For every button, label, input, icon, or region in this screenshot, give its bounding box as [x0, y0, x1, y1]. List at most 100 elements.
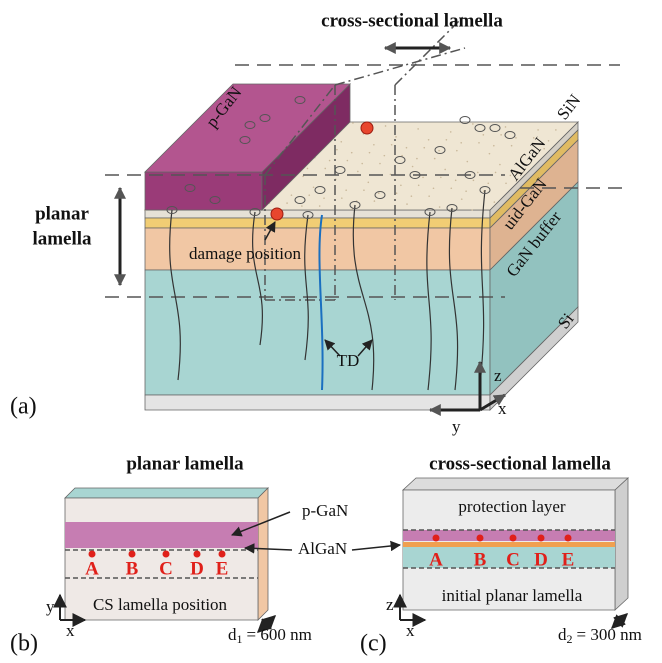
point-dot: [565, 535, 572, 542]
layer-front: [145, 270, 490, 395]
speckle: [487, 183, 489, 185]
b-top: [65, 488, 268, 498]
speckle: [440, 177, 442, 179]
axis-label: y: [46, 597, 55, 616]
thickness-text: = 300 nm: [577, 625, 642, 644]
point-label: B: [126, 558, 139, 579]
speckle: [555, 129, 557, 131]
point-label: E: [562, 549, 575, 570]
speckle: [548, 140, 550, 142]
speckle: [455, 180, 457, 182]
planar-label: planar: [35, 203, 89, 224]
speckle: [495, 172, 497, 174]
speckle: [505, 126, 507, 128]
point-dot: [89, 551, 96, 558]
speckle: [489, 153, 491, 155]
b-side: [258, 488, 268, 620]
axis-label: x: [66, 621, 75, 640]
planar-label: lamella: [32, 228, 92, 249]
speckle: [477, 172, 479, 174]
panel-label: (b): [10, 631, 38, 657]
speckle: [537, 129, 539, 131]
layer-front: [145, 210, 490, 218]
speckle: [385, 125, 387, 127]
initial-label: initial planar lamella: [442, 586, 583, 605]
axis-label: y: [452, 417, 461, 436]
speckle: [465, 190, 467, 192]
speckle: [493, 145, 495, 147]
point-dot: [219, 551, 226, 558]
speckle: [363, 189, 365, 191]
point-dot: [194, 551, 201, 558]
arrow: [352, 545, 400, 550]
pgan-label: p-GaN: [302, 501, 348, 520]
speckle: [336, 149, 338, 151]
speckle: [418, 184, 420, 186]
speckle: [471, 209, 473, 211]
speckle: [411, 195, 413, 197]
point-label: A: [429, 549, 443, 570]
speckle: [434, 158, 436, 160]
point-label: D: [190, 558, 204, 579]
point-dot: [163, 551, 170, 558]
speckle: [500, 134, 502, 136]
damage-dot: [361, 122, 373, 134]
b-title: planar lamella: [126, 453, 244, 474]
speckle: [428, 139, 430, 141]
speckle: [456, 150, 458, 152]
thickness-label: d2= 300 nm: [558, 625, 642, 646]
speckle: [406, 147, 408, 149]
speckle: [446, 139, 448, 141]
axis-label: z: [494, 366, 502, 385]
td-label: TD: [337, 351, 360, 370]
speckle: [341, 197, 343, 199]
speckle: [478, 142, 480, 144]
point-label: D: [534, 549, 548, 570]
speckle: [422, 177, 424, 179]
point-label: A: [85, 558, 99, 579]
axis-label: x: [406, 621, 415, 640]
speckle: [369, 152, 371, 154]
speckle: [439, 206, 441, 208]
point-dot: [510, 535, 517, 542]
point-label: C: [159, 558, 173, 579]
speckle: [374, 200, 376, 202]
speckle: [505, 183, 507, 185]
point-label: E: [216, 558, 229, 579]
panel-label: (a): [10, 394, 37, 420]
speckle: [406, 203, 408, 205]
speckle: [433, 187, 435, 189]
page: {"panel_a": {"label": "(a)", "title": "c…: [0, 0, 662, 663]
speckle: [460, 142, 462, 144]
point-dot: [129, 551, 136, 558]
speckle: [345, 189, 347, 191]
speckle: [379, 163, 381, 165]
speckle: [450, 187, 452, 189]
point-label: B: [474, 549, 487, 570]
speckle: [352, 122, 354, 124]
speckle: [347, 160, 349, 162]
speckle: [373, 144, 375, 146]
speckle: [396, 192, 398, 194]
speckle: [340, 141, 342, 143]
point-dot: [477, 535, 484, 542]
panel-label: (c): [360, 631, 387, 657]
damage-label: damage position: [189, 244, 301, 263]
algan-label: AlGaN: [298, 539, 347, 558]
speckle: [400, 184, 402, 186]
speckle: [324, 168, 326, 170]
b-pgan: [65, 522, 258, 548]
speckle: [323, 197, 325, 199]
axis-label: z: [386, 595, 394, 614]
speckle: [351, 152, 353, 154]
speckle: [357, 171, 359, 173]
layer-front: [145, 218, 490, 228]
speckle: [368, 182, 370, 184]
c-side: [615, 478, 628, 610]
speckle: [515, 137, 517, 139]
point-dot: [538, 535, 545, 542]
thickness-label: d1= 600 nm: [228, 625, 312, 646]
speckle: [302, 176, 304, 178]
speckle: [473, 180, 475, 182]
pgan-front: [145, 172, 262, 210]
